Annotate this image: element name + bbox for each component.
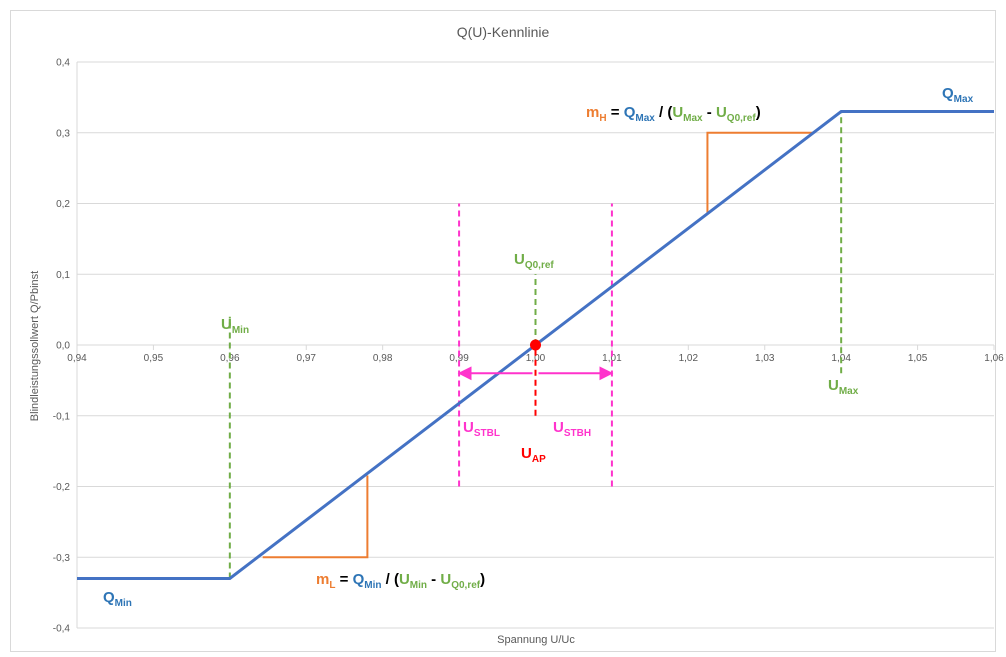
u-max-label: UMax: [828, 377, 859, 397]
x-tick-label: 0,98: [373, 353, 393, 364]
y-tick-label: 0,4: [56, 58, 70, 69]
x-tick-label: 0,99: [449, 353, 469, 364]
q-max-label: QMax: [942, 85, 974, 105]
x-tick-label: 1,02: [679, 353, 699, 364]
series: [77, 110, 994, 580]
y-tick-label: -0,4: [53, 624, 71, 635]
y-tick-label: 0,3: [56, 128, 70, 139]
slope-triangle: [706, 131, 815, 214]
u-min-label: UMin: [221, 316, 249, 336]
y-tick-label: -0,2: [53, 482, 71, 493]
x-tick-label: 0,97: [297, 353, 317, 364]
slope-triangle: [262, 475, 369, 559]
vertical-markers: [228, 111, 843, 579]
slope-triangles: [262, 131, 815, 559]
chart-title: Q(U)-Kennlinie: [457, 24, 550, 40]
y-tick-label: 0,0: [56, 341, 70, 352]
y-axis-label: Blindleistungssollwert Q/Pbinst: [29, 271, 41, 421]
m-l-formula: mL = QMin / (UMin - UQ0,ref): [316, 571, 485, 591]
u-stbl-label: USTBL: [463, 419, 500, 439]
q-min-label: QMin: [103, 589, 132, 609]
x-tick-label: 1,06: [984, 353, 1004, 364]
u-q0ref-label: UQ0,ref: [514, 251, 554, 271]
x-tick-label: 1,03: [755, 353, 775, 364]
y-tick-label: -0,1: [53, 411, 71, 422]
x-tick-label: 0,94: [67, 353, 87, 364]
x-axis-label: Spannung U/Uc: [497, 634, 575, 646]
x-tick-label: 1,01: [602, 353, 622, 364]
x-tick-label: 0,96: [220, 353, 240, 364]
y-tick-label: 0,2: [56, 199, 70, 210]
y-tick-label: 0,1: [56, 270, 70, 281]
y-tick-label: -0,3: [53, 553, 71, 564]
u-stbh-label: USTBH: [553, 419, 591, 439]
tick-labels: -0,4 -0,3 -0,2 -0,1 0,0 0,1 0,2 0,3 0,4 0,94 0,95 0…: [53, 58, 1004, 635]
operating-point: [530, 339, 541, 351]
x-tick-label: 1,05: [908, 353, 928, 364]
x-tick-label: 0,95: [144, 353, 164, 364]
x-tick-label: 1,00: [526, 353, 546, 364]
m-h-formula: mH = QMax / (UMax - UQ0,ref): [586, 104, 761, 124]
u-ap-label: UAP: [521, 445, 546, 465]
